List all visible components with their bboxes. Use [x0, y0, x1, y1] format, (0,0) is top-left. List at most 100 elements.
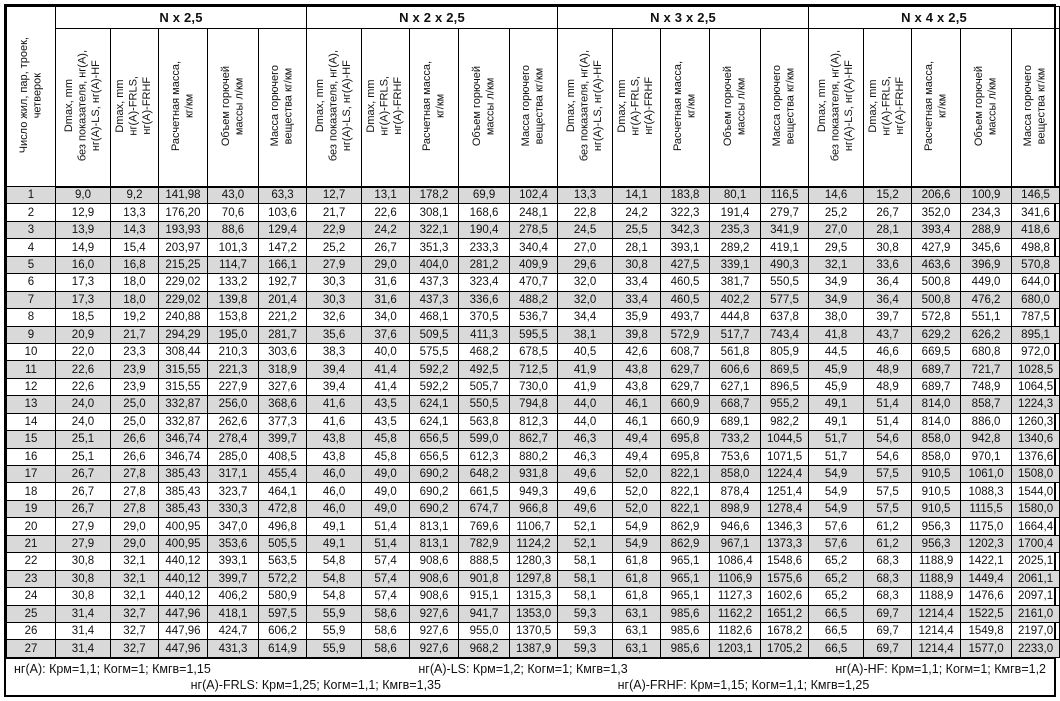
value-cell: 27,9 [306, 255, 363, 275]
value-cell: 368,6 [257, 395, 308, 414]
value-cell: 48,9 [863, 360, 913, 379]
column-header: Расчетная масса, кг/км [409, 28, 460, 188]
row-number-cell: 8 [6, 308, 56, 327]
value-cell: 24,2 [361, 220, 411, 240]
value-cell: 814,0 [911, 395, 962, 414]
value-cell: 505,5 [257, 534, 308, 554]
value-cell: 1188,9 [911, 552, 962, 571]
row-number-cell: 26 [6, 621, 56, 641]
value-cell: 1549,8 [960, 621, 1013, 641]
value-cell: 15,2 [863, 185, 913, 205]
value-cell: 575,5 [409, 342, 460, 362]
value-cell: 437,3 [409, 290, 460, 310]
value-cell: 351,3 [409, 238, 460, 257]
value-cell: 13,9 [55, 220, 111, 240]
value-cell: 813,1 [409, 534, 460, 554]
value-cell: 57,6 [808, 534, 865, 554]
value-cell: 37,6 [361, 325, 411, 344]
value-cell: 377,3 [257, 412, 308, 432]
column-header: Масса горючего вещества кг/км [257, 28, 308, 188]
column-header: Объем горючей массы л/км [960, 28, 1013, 188]
value-cell: 22,6 [361, 203, 411, 222]
value-cell: 24,0 [55, 412, 111, 432]
value-cell: 753,6 [709, 447, 762, 467]
value-cell: 595,5 [509, 325, 559, 344]
value-cell: 813,1 [409, 517, 460, 536]
row-count-header-label: Число жил, пар, троек, четверок [17, 36, 43, 154]
value-cell: 1544,0 [1011, 482, 1060, 501]
value-cell: 32,0 [557, 290, 614, 310]
value-cell: 15,4 [110, 238, 159, 257]
value-cell: 9,0 [55, 185, 111, 205]
value-cell: 822,1 [660, 482, 711, 501]
value-cell: 1387,9 [509, 639, 559, 658]
value-cell: 34,9 [808, 290, 865, 310]
value-cell: 656,5 [409, 447, 460, 467]
value-cell: 965,1 [660, 587, 711, 606]
value-cell: 31,4 [55, 621, 111, 641]
value-cell: 862,9 [660, 517, 711, 536]
value-cell: 281,2 [458, 255, 511, 275]
row-number-cell: 17 [6, 464, 56, 484]
value-cell: 1061,0 [960, 464, 1013, 484]
value-cell: 1106,7 [509, 517, 559, 536]
value-cell: 25,1 [55, 430, 111, 449]
value-cell: 656,5 [409, 430, 460, 449]
value-cell: 1224,3 [1011, 395, 1060, 414]
value-cell: 332,87 [158, 412, 208, 432]
value-cell: 1422,1 [960, 552, 1013, 571]
value-cell: 985,6 [660, 604, 711, 623]
value-cell: 294,29 [158, 325, 208, 344]
table-row: 23 30,8 32,1 440,12 399,7 572,2 54,8 57,4 908,6 9… [6, 569, 1060, 589]
column-header: Объем горючей массы л/км [207, 28, 259, 188]
table-row: 18 26,7 27,8 385,43 323,7 464,1 46,0 49,0 690,2 6… [6, 482, 1060, 501]
value-cell: 624,1 [409, 395, 460, 414]
table-row: 22 30,8 32,1 440,12 393,1 563,5 54,8 57,4 908,6 8… [6, 552, 1060, 571]
value-cell: 28,1 [612, 238, 662, 257]
value-cell: 669,5 [911, 342, 962, 362]
value-cell: 30,3 [306, 273, 363, 292]
value-cell: 627,1 [709, 377, 762, 397]
value-cell: 1278,4 [760, 499, 810, 519]
value-cell: 34,4 [557, 308, 614, 327]
value-cell: 63,3 [257, 185, 308, 205]
value-cell: 352,0 [911, 203, 962, 222]
value-cell: 644,0 [1011, 273, 1060, 292]
value-cell: 58,1 [557, 552, 614, 571]
value-cell: 689,7 [911, 360, 962, 379]
value-cell: 221,2 [257, 308, 308, 327]
value-cell: 166,1 [257, 255, 308, 275]
value-cell: 347,0 [207, 517, 259, 536]
value-cell: 44,5 [808, 342, 865, 362]
value-cell: 229,02 [158, 273, 208, 292]
column-header-row: Dmax, mm без показателя, нг(A), нг(A)-LS… [7, 28, 1060, 188]
value-cell: 690,2 [409, 464, 460, 484]
value-cell: 32,7 [110, 621, 159, 641]
value-cell: 886,0 [960, 412, 1013, 432]
value-cell: 862,9 [660, 534, 711, 554]
value-cell: 408,5 [257, 447, 308, 467]
value-cell: 45,9 [808, 377, 865, 397]
table-row: 9 20,9 21,7 294,29 195,0 281,7 35,6 37,6 509,5 41… [6, 325, 1060, 344]
value-cell: 32,0 [557, 273, 614, 292]
value-cell: 661,5 [458, 482, 511, 501]
value-cell: 385,43 [158, 482, 208, 501]
value-cell: 330,3 [207, 499, 259, 519]
value-cell: 572,8 [911, 308, 962, 327]
value-cell: 38,1 [557, 325, 614, 344]
value-cell: 49,0 [361, 499, 411, 519]
value-cell: 146,5 [1011, 185, 1060, 205]
value-cell: 29,6 [557, 255, 614, 275]
value-cell: 19,2 [110, 308, 159, 327]
value-cell: 41,6 [306, 412, 363, 432]
table-row: 21 27,9 29,0 400,95 353,6 505,5 49,1 51,4 813,1 7… [6, 534, 1060, 554]
value-cell: 46,6 [863, 342, 913, 362]
value-cell: 678,5 [509, 342, 559, 362]
value-cell: 278,5 [509, 220, 559, 240]
value-cell: 460,5 [660, 290, 711, 310]
value-cell: 34,0 [361, 308, 411, 327]
value-cell: 40,0 [361, 342, 411, 362]
value-cell: 1297,8 [509, 569, 559, 589]
value-cell: 1522,5 [960, 604, 1013, 623]
value-cell: 227,9 [207, 377, 259, 397]
